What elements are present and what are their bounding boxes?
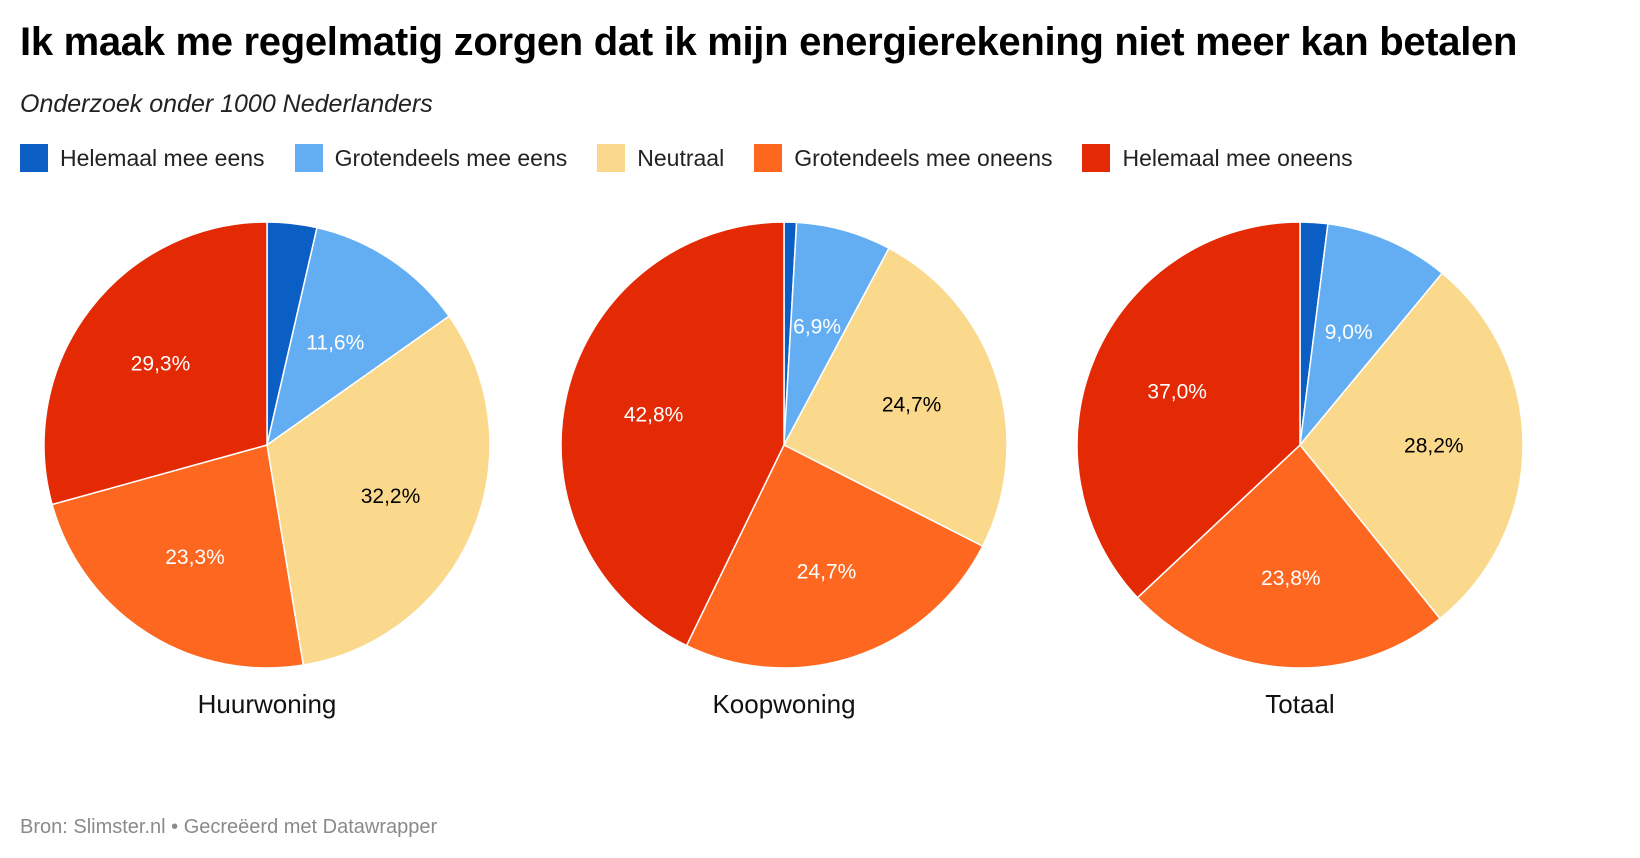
pie-slice-grotendeels-mee-eens	[1299, 223, 1443, 446]
data-label: 42,8%	[624, 404, 684, 427]
data-label: 24,7%	[882, 393, 942, 416]
data-label: 37,0%	[1147, 380, 1207, 403]
pie-slice-grotendeels-mee-oneens	[685, 444, 984, 669]
pie-slice-neutraal	[783, 247, 1008, 547]
legend-swatch	[597, 144, 626, 172]
pie-koopwoning: 6,9% 24,7% 24,7% 42,8% Koopwoning	[560, 221, 1008, 719]
pie-slice-helemaal-mee-oneens	[43, 221, 268, 506]
data-label: 29,3%	[131, 353, 191, 376]
data-label: 9,0%	[1325, 321, 1373, 344]
data-label: 23,3%	[165, 546, 225, 569]
pie-slice-neutraal	[266, 315, 491, 666]
legend-label: Grotendeels mee oneens	[794, 144, 1053, 171]
legend-swatch	[1082, 144, 1111, 172]
legend-swatch	[294, 144, 323, 172]
legend-label: Neutraal	[637, 144, 725, 171]
pie-huurwoning: 11,6% 32,2% 23,3% 29,3% Huurwoning	[43, 221, 491, 719]
chart-subtitle: Onderzoek onder 1000 Nederlanders	[20, 90, 433, 118]
legend-item-grotendeels-mee-eens: Grotendeels mee eens	[294, 144, 568, 172]
legend-item-neutraal: Neutraal	[597, 144, 724, 172]
legend-item-helemaal-mee-oneens: Helemaal mee oneens	[1082, 144, 1353, 172]
pie-slice-helemaal-mee-oneens	[1076, 221, 1301, 599]
chart-title: Ik maak me regelmatig zorgen dat ik mijn…	[20, 20, 1518, 64]
data-label: 32,2%	[361, 485, 421, 508]
data-label: 28,2%	[1404, 434, 1464, 457]
source-footer: Bron: Slimster.nl • Gecreëerd met Datawr…	[20, 816, 438, 838]
legend-item-helemaal-mee-eens: Helemaal mee eens	[20, 144, 265, 172]
legend-label: Helemaal mee eens	[60, 144, 265, 171]
legend-item-grotendeels-mee-oneens: Grotendeels mee oneens	[754, 144, 1052, 172]
data-label: 6,9%	[793, 315, 841, 338]
pie-charts: 11,6% 32,2% 23,3% 29,3% Huurwoning 6,9% 24,7% 2…	[0, 200, 1640, 760]
pie-title: Huurwoning	[198, 689, 337, 719]
pie-slice-grotendeels-mee-oneens	[51, 444, 305, 669]
data-label: 24,7%	[797, 560, 857, 583]
data-label: 11,6%	[306, 332, 364, 355]
legend-swatch	[20, 144, 48, 172]
pie-slice-helemaal-mee-oneens	[560, 221, 785, 647]
pie-title: Koopwoning	[712, 689, 855, 719]
pie-totaal: 9,0% 28,2% 23,8% 37,0% Totaal	[1076, 221, 1524, 719]
pie-title: Totaal	[1265, 689, 1334, 719]
legend: Helemaal mee eens Grotendeels mee eens N…	[20, 144, 1383, 172]
legend-swatch	[754, 144, 783, 172]
pie-charts-svg: 11,6% 32,2% 23,3% 29,3% Huurwoning 6,9% 24,7% 2…	[43, 221, 1524, 719]
pie-slice-grotendeels-mee-oneens	[1136, 444, 1441, 669]
legend-label: Helemaal mee oneens	[1122, 144, 1353, 171]
pie-slice-grotendeels-mee-eens	[266, 226, 450, 446]
pie-slice-neutraal	[1299, 272, 1524, 620]
legend-label: Grotendeels mee eens	[334, 144, 568, 171]
data-label: 23,8%	[1261, 567, 1321, 590]
